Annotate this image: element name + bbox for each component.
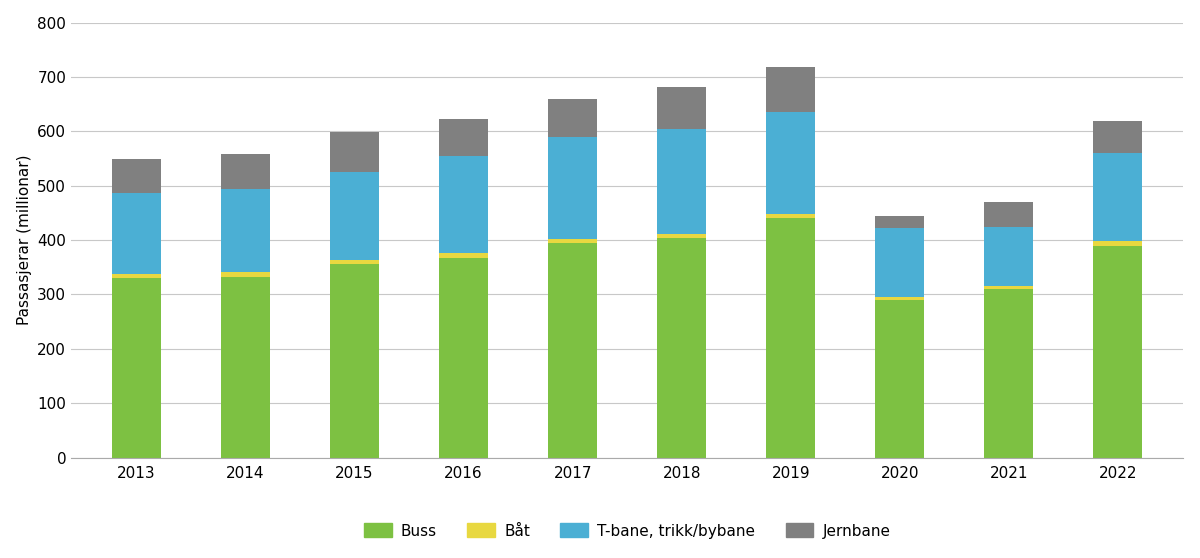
Bar — [221, 189, 270, 272]
Bar — [984, 289, 1033, 458]
Bar — [112, 159, 161, 194]
Bar — [875, 228, 924, 297]
Bar — [1093, 246, 1142, 458]
Bar — [767, 214, 815, 218]
Legend: Buss, Båt, T-bane, trikk/bybane, Jernbane: Buss, Båt, T-bane, trikk/bybane, Jernban… — [358, 517, 896, 545]
Bar — [439, 257, 488, 458]
Y-axis label: Passasjerar (millionar): Passasjerar (millionar) — [17, 155, 31, 325]
Bar — [330, 264, 379, 458]
Bar — [112, 278, 161, 458]
Bar — [658, 87, 707, 129]
Bar — [658, 129, 707, 234]
Bar — [1093, 153, 1142, 241]
Bar — [767, 112, 815, 214]
Bar — [330, 132, 379, 172]
Bar — [548, 239, 598, 243]
Bar — [984, 227, 1033, 286]
Bar — [767, 218, 815, 458]
Bar — [439, 156, 488, 253]
Bar — [658, 234, 707, 238]
Bar — [221, 277, 270, 458]
Bar — [548, 243, 598, 458]
Bar — [767, 68, 815, 112]
Bar — [875, 300, 924, 458]
Bar — [1093, 241, 1142, 246]
Bar — [548, 99, 598, 137]
Bar — [330, 259, 379, 264]
Bar — [221, 272, 270, 277]
Bar — [330, 172, 379, 259]
Bar — [984, 202, 1033, 227]
Bar — [548, 137, 598, 239]
Bar — [221, 153, 270, 189]
Bar — [658, 238, 707, 458]
Bar — [112, 194, 161, 274]
Bar — [112, 274, 161, 278]
Bar — [1093, 121, 1142, 153]
Bar — [439, 119, 488, 156]
Bar — [984, 286, 1033, 289]
Bar — [875, 297, 924, 300]
Bar — [439, 253, 488, 257]
Bar — [875, 215, 924, 228]
